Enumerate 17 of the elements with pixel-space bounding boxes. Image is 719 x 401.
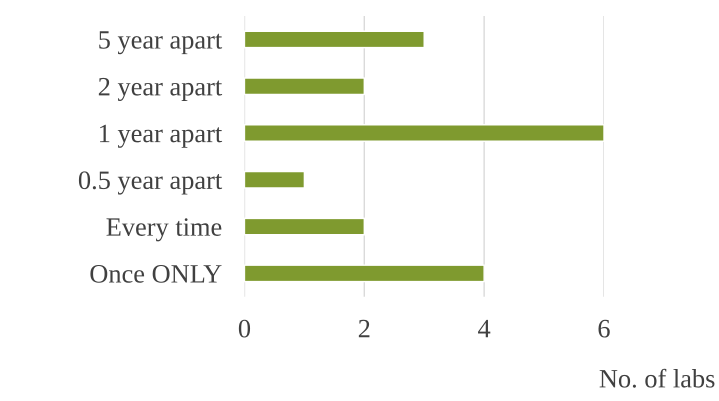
- bar: [244, 124, 604, 142]
- bar: [244, 264, 485, 282]
- x-tick-label: 2: [358, 320, 370, 338]
- x-tick-label: 0: [238, 320, 250, 338]
- bar: [244, 30, 425, 48]
- bar: [244, 218, 365, 236]
- y-tick-label: 0.5 year apart: [78, 171, 222, 195]
- y-tick-label: 5 year apart: [99, 31, 222, 54]
- y-tick-label: Every time: [106, 218, 222, 242]
- x-axis-title: No. of labs: [600, 368, 714, 388]
- y-tick-label: 1 year apart: [100, 124, 222, 148]
- x-tick-label: 6: [598, 320, 610, 338]
- x-tick-label: 4: [478, 320, 490, 338]
- bar: [244, 77, 365, 96]
- y-tick-label: 2 year apart: [98, 78, 222, 102]
- bar: [244, 170, 306, 189]
- y-tick-label: Once ONLY: [90, 265, 222, 283]
